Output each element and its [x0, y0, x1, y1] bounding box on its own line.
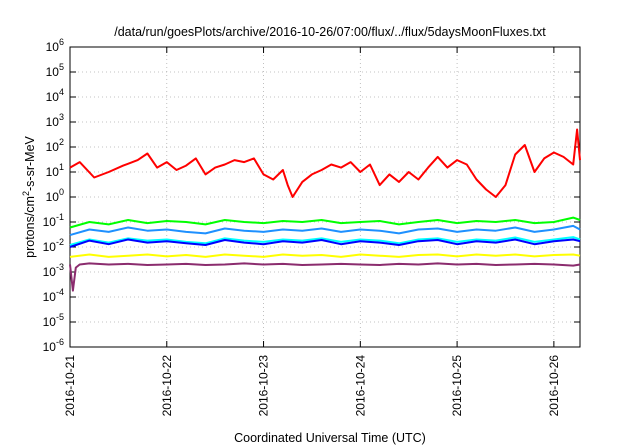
series-line-7 — [69, 262, 581, 292]
y-axis-label-main: protons/cm — [23, 196, 37, 258]
y-tick-label: 10-1 — [43, 212, 64, 229]
series-line-3 — [69, 224, 581, 237]
x-axis-label: Coordinated Universal Time (UTC) — [234, 431, 426, 445]
x-axis: 2016-10-21 2016-10-22 2016-10-23 2016-10-24… — [63, 47, 561, 416]
x-tick-label: 2016-10-26 — [547, 355, 561, 417]
series-line-1 — [69, 128, 581, 198]
y-tick-label: 102 — [46, 137, 64, 154]
y-tick-label: 105 — [46, 62, 64, 79]
y-tick-label: 10-4 — [43, 287, 64, 304]
y-tick-label: 10-3 — [43, 262, 64, 279]
x-tick-label: 2016-10-22 — [160, 355, 174, 417]
series-line-4 — [69, 236, 581, 246]
series-line-6 — [69, 253, 581, 258]
grid-lines — [70, 47, 580, 347]
series-line-2 — [69, 216, 581, 229]
y-axis-label-rest: -s-sr-MeV — [23, 135, 37, 191]
y-axis-label: protons/cm2-s-sr-MeV — [21, 135, 37, 257]
y-tick-label: 104 — [46, 87, 64, 104]
chart-title: /data/run/goesPlots/archive/2016-10-26/0… — [114, 25, 546, 39]
x-tick-label: 2016-10-23 — [257, 355, 271, 417]
x-tick-label: 2016-10-24 — [353, 355, 367, 417]
y-tick-label: 100 — [46, 187, 64, 204]
y-tick-label: 103 — [46, 112, 64, 129]
y-tick-label: 106 — [46, 37, 64, 54]
series-line-5 — [69, 238, 581, 248]
x-tick-label: 2016-10-21 — [63, 355, 77, 417]
y-tick-label: 10-5 — [43, 312, 64, 329]
x-tick-label: 2016-10-25 — [450, 355, 464, 417]
y-tick-label: 10-6 — [43, 337, 64, 354]
y-axis: 10-6 10-5 10-4 10-3 10-2 10-1 100 101 102 103 104 1… — [43, 37, 580, 354]
y-tick-label: 101 — [46, 162, 64, 179]
y-tick-label: 10-2 — [43, 237, 64, 254]
y-axis-label-sup: 2 — [21, 191, 31, 196]
series-group — [69, 128, 581, 292]
